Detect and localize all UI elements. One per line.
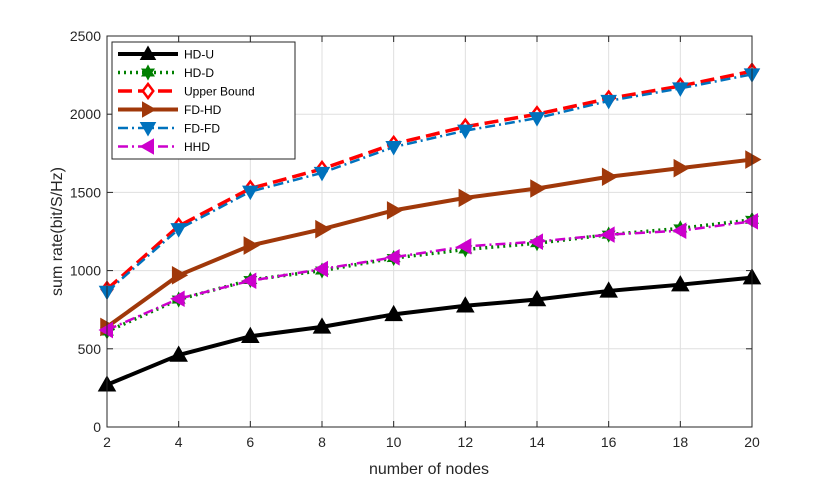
legend-label: HHD	[184, 140, 210, 154]
data-point-hhd	[98, 321, 113, 339]
x-tick-label: 20	[744, 434, 760, 450]
data-point-hhd	[671, 222, 687, 240]
data-point-fd-hd	[315, 219, 332, 239]
x-axis-title: number of nodes	[369, 461, 489, 478]
data-point-hhd	[313, 260, 328, 278]
data-point-hd-u	[241, 326, 260, 344]
data-point-hhd	[528, 233, 543, 250]
legend-label: FD-FD	[184, 122, 220, 136]
series-hhd	[98, 213, 758, 339]
data-point-fd-hd	[171, 265, 189, 285]
legend-marker-fd-fd	[139, 122, 157, 137]
y-tick-label: 0	[93, 419, 101, 435]
data-point-hhd	[456, 238, 472, 255]
legend-label: FD-HD	[184, 103, 222, 117]
data-point-fd-fd	[242, 185, 259, 201]
y-tick-label: 2500	[70, 28, 101, 44]
legend-marker-hd-u	[139, 45, 157, 60]
legend-label: HD-U	[184, 48, 214, 62]
legend-marker-fd-hd	[142, 101, 157, 118]
legend-entry-hd-d: HD-D	[118, 64, 214, 81]
data-point-hhd	[385, 249, 400, 266]
legend-label: HD-D	[184, 66, 214, 80]
legend-entry-hhd: HHD	[118, 138, 210, 155]
data-point-fd-fd	[313, 166, 331, 182]
data-point-fd-fd	[528, 112, 546, 127]
data-point-hd-u	[599, 281, 618, 298]
series-line-upper-bound	[105, 69, 753, 291]
series-line-fd-fd	[106, 73, 753, 293]
legend-entry-fd-hd: FD-HD	[118, 101, 222, 118]
x-tick-label: 16	[601, 434, 617, 450]
data-point-fd-hd	[530, 179, 547, 198]
series-layer	[97, 62, 762, 392]
data-point-hd-u	[527, 290, 547, 307]
data-point-fd-hd	[243, 236, 260, 255]
data-point-hd-u	[456, 296, 475, 313]
x-tick-label: 18	[673, 434, 689, 450]
data-point-fd-hd	[386, 201, 404, 220]
data-point-hhd	[241, 272, 257, 290]
y-axis-title: sum rate(bit/S/Hz)	[49, 167, 66, 296]
series-line-hd-u	[106, 275, 753, 387]
x-tick-label: 14	[529, 434, 545, 450]
series-line-hhd	[106, 220, 753, 332]
plot-frame	[106, 35, 753, 428]
legend-entry-fd-fd: FD-FD	[118, 122, 220, 137]
x-tick-label: 2	[103, 434, 111, 450]
data-point-hd-u	[384, 304, 403, 322]
data-point-fd-hd	[673, 158, 690, 178]
data-point-fd-fd	[672, 82, 689, 97]
data-point-hhd	[743, 213, 758, 230]
data-point-fd-hd	[458, 188, 475, 208]
data-point-fd-fd	[457, 124, 474, 140]
y-tick-label: 2000	[70, 106, 101, 122]
legend-marker-hhd	[139, 138, 154, 155]
y-tick-label: 500	[78, 341, 102, 357]
data-point-hhd	[170, 290, 185, 308]
data-point-fd-hd	[745, 150, 762, 169]
axis-ticks: 2 4 6 8 10 12 14 16 18 20 0 500 1000 1500 2000 2500	[70, 28, 760, 450]
data-point-fd-fd	[600, 94, 617, 110]
data-point-fd-fd	[385, 141, 402, 156]
x-tick-label: 12	[458, 434, 474, 450]
x-tick-label: 4	[175, 434, 183, 450]
data-point-fd-fd	[170, 223, 187, 238]
legend-entry-upper-bound: Upper Bound	[118, 81, 255, 101]
legend-label: Upper Bound	[184, 85, 255, 99]
data-point-hd-u	[671, 275, 690, 292]
x-tick-label: 6	[246, 434, 254, 450]
x-tick-label: 10	[386, 434, 402, 450]
data-point-hhd	[600, 226, 615, 243]
series-line-fd-hd	[105, 157, 753, 329]
legend-marker-hd-d	[141, 64, 155, 81]
legend-box	[111, 41, 296, 160]
data-point-hd-u	[312, 317, 332, 334]
legend-entry-hd-u: HD-U	[118, 45, 214, 62]
y-tick-label: 1500	[70, 184, 101, 200]
series-fd-hd	[100, 150, 762, 337]
legend-marker-upper-bound	[141, 81, 155, 101]
data-point-fd-hd	[601, 167, 619, 187]
data-point-hd-u	[169, 345, 188, 362]
x-tick-label: 8	[318, 434, 326, 450]
legend: HD-U HD-D Upper Bound FD-HD FD-FD HHD	[111, 41, 296, 160]
y-tick-label: 1000	[70, 263, 101, 279]
